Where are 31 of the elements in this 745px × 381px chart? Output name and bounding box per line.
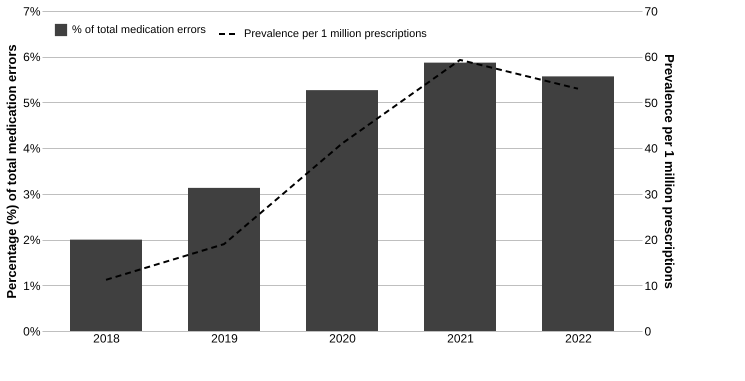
y-tick-label: 0% (23, 324, 41, 338)
y2-tick-label: 30 (644, 187, 658, 202)
x-tick-label: 2020 (329, 332, 356, 346)
line-series (105, 58, 579, 281)
y2-tick-label: 0 (644, 324, 652, 338)
y-tick-label: 2% (23, 233, 41, 248)
bar (424, 62, 496, 331)
y-tick-label: 6% (23, 50, 41, 64)
bar (542, 76, 614, 331)
x-tick-label: 2022 (565, 332, 592, 346)
y2-tick-label: 70 (644, 4, 658, 18)
y-tick-label: 3% (23, 187, 41, 202)
bar (306, 90, 378, 331)
x-tick-label: 2021 (447, 332, 474, 346)
bar (70, 240, 142, 331)
y2-tick-label: 50 (644, 96, 658, 110)
y2-tick-label: 10 (644, 278, 658, 293)
y-tick-label: 7% (23, 4, 41, 18)
y2-tick-label: 20 (644, 233, 658, 248)
y-tick-label: 1% (23, 278, 41, 293)
x-tick-label: 2018 (93, 332, 120, 346)
y-tick-label: 4% (23, 142, 41, 156)
y2-axis-title: Prevalence per 1 million prescriptions (662, 54, 677, 289)
legend-label: Prevalence per 1 million prescriptions (244, 28, 428, 40)
x-tick-label: 2019 (211, 332, 238, 346)
y-axis-title: Percentage (%) of total medication errors (4, 44, 20, 299)
y-tick-label: 5% (23, 96, 41, 110)
bar (188, 188, 260, 331)
y2-tick-label: 40 (644, 142, 658, 156)
legend-label: % of total medication errors (72, 24, 206, 36)
y2-tick-label: 60 (644, 50, 658, 64)
